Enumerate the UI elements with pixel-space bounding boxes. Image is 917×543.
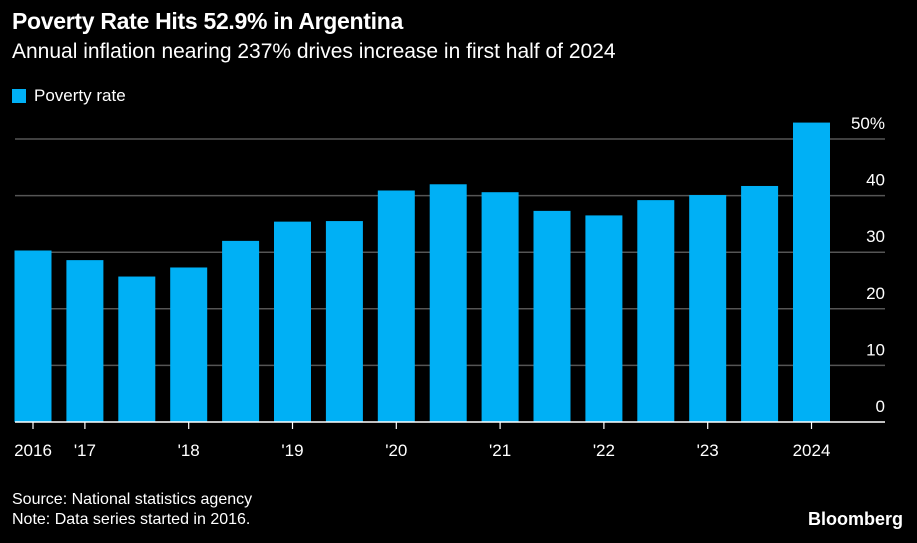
y-tick-label: 0 <box>876 397 885 416</box>
bar <box>585 215 623 422</box>
y-tick-label: 20 <box>866 284 885 303</box>
bar <box>377 190 415 422</box>
x-tick-label: '23 <box>697 441 719 460</box>
bar <box>222 240 260 422</box>
bar <box>637 200 675 422</box>
y-tick-label: 50% <box>851 114 885 133</box>
bar <box>325 221 363 422</box>
bar <box>14 250 52 422</box>
footnotes: Source: National statistics agency Note:… <box>12 490 252 530</box>
legend-label: Poverty rate <box>34 86 126 105</box>
bloomberg-logo: Bloomberg <box>807 509 903 529</box>
x-tick-label: 2016 <box>14 441 52 460</box>
x-tick-label: '17 <box>74 441 96 460</box>
note-text: Note: Data series started in 2016. <box>12 511 251 528</box>
bar <box>66 260 104 422</box>
y-tick-label: 40 <box>866 171 885 190</box>
bar <box>793 122 830 422</box>
bar <box>741 185 779 422</box>
y-tick-label: 10 <box>866 340 885 359</box>
bar <box>170 267 208 422</box>
legend-swatch <box>12 89 26 103</box>
chart-title: Poverty Rate Hits 52.9% in Argentina <box>12 8 403 34</box>
bar <box>533 210 571 422</box>
bar <box>274 221 311 422</box>
x-tick-label: 2024 <box>793 441 831 460</box>
bar <box>481 192 519 422</box>
source-text: Source: National statistics agency <box>12 491 253 508</box>
legend: Poverty rate <box>12 86 126 106</box>
bar <box>689 195 727 422</box>
x-tick-label: '22 <box>593 441 615 460</box>
bar <box>118 276 156 422</box>
x-tick-label: '18 <box>178 441 200 460</box>
chart-subtitle: Annual inflation nearing 237% drives inc… <box>12 40 616 63</box>
y-tick-label: 30 <box>866 227 885 246</box>
x-tick-label: '21 <box>489 441 511 460</box>
bar <box>429 184 467 422</box>
x-tick-label: '20 <box>385 441 407 460</box>
x-tick-label: '19 <box>281 441 303 460</box>
